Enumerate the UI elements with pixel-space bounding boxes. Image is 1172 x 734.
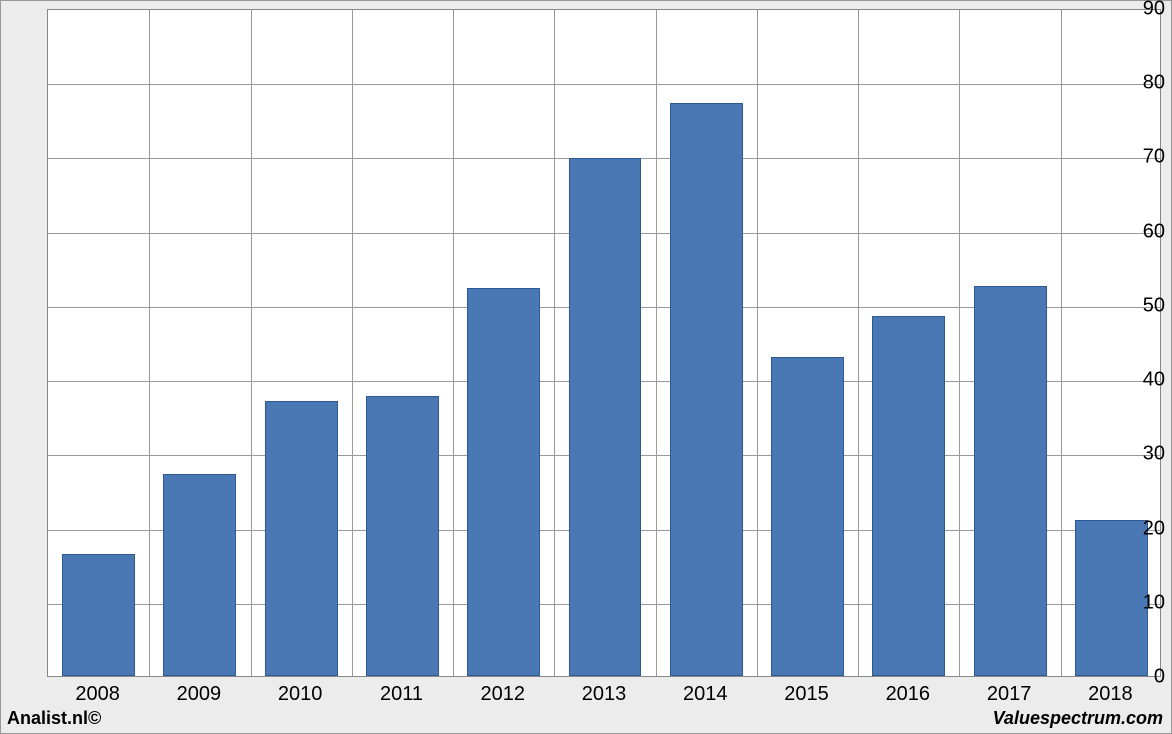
x-tick-label: 2017 bbox=[987, 677, 1032, 706]
y-tick-label: 60 bbox=[1125, 220, 1171, 243]
y-tick-label: 50 bbox=[1125, 294, 1171, 317]
gridline-v bbox=[1061, 10, 1062, 676]
bar bbox=[366, 396, 439, 676]
gridline-v bbox=[656, 10, 657, 676]
x-tick-label: 2008 bbox=[75, 677, 120, 706]
y-tick-label: 90 bbox=[1125, 0, 1171, 21]
gridline-h bbox=[48, 84, 1160, 85]
x-tick-label: 2011 bbox=[380, 677, 423, 706]
x-tick-label: 2013 bbox=[582, 677, 627, 706]
x-tick-label: 2012 bbox=[480, 677, 525, 706]
x-tick-label: 2009 bbox=[177, 677, 222, 706]
x-tick-label: 2014 bbox=[683, 677, 728, 706]
bar bbox=[265, 401, 338, 676]
gridline-v bbox=[251, 10, 252, 676]
footer-right: Valuespectrum.com bbox=[993, 708, 1163, 729]
gridline-v bbox=[149, 10, 150, 676]
y-tick-label: 10 bbox=[1125, 591, 1171, 614]
y-tick-label: 20 bbox=[1125, 517, 1171, 540]
plot-area bbox=[47, 9, 1161, 677]
x-tick-label: 2016 bbox=[886, 677, 931, 706]
x-tick-label: 2010 bbox=[278, 677, 323, 706]
gridline-v bbox=[757, 10, 758, 676]
gridline-v bbox=[352, 10, 353, 676]
bar bbox=[163, 474, 236, 676]
gridline-v bbox=[858, 10, 859, 676]
y-tick-label: 40 bbox=[1125, 369, 1171, 392]
bar bbox=[569, 158, 642, 676]
chart-container: 0102030405060708090 20082009201020112012… bbox=[0, 0, 1172, 734]
footer-left: Analist.nl© bbox=[7, 708, 101, 729]
bar bbox=[62, 554, 135, 676]
y-tick-label: 80 bbox=[1125, 72, 1171, 95]
bar bbox=[670, 103, 743, 676]
x-tick-label: 2015 bbox=[784, 677, 829, 706]
bar bbox=[771, 357, 844, 676]
x-tick-label: 2018 bbox=[1088, 677, 1133, 706]
bar bbox=[467, 288, 540, 676]
gridline-v bbox=[959, 10, 960, 676]
gridline-v bbox=[554, 10, 555, 676]
y-tick-label: 70 bbox=[1125, 146, 1171, 169]
gridline-v bbox=[453, 10, 454, 676]
y-tick-label: 30 bbox=[1125, 443, 1171, 466]
bar bbox=[872, 316, 945, 676]
bar bbox=[974, 286, 1047, 676]
